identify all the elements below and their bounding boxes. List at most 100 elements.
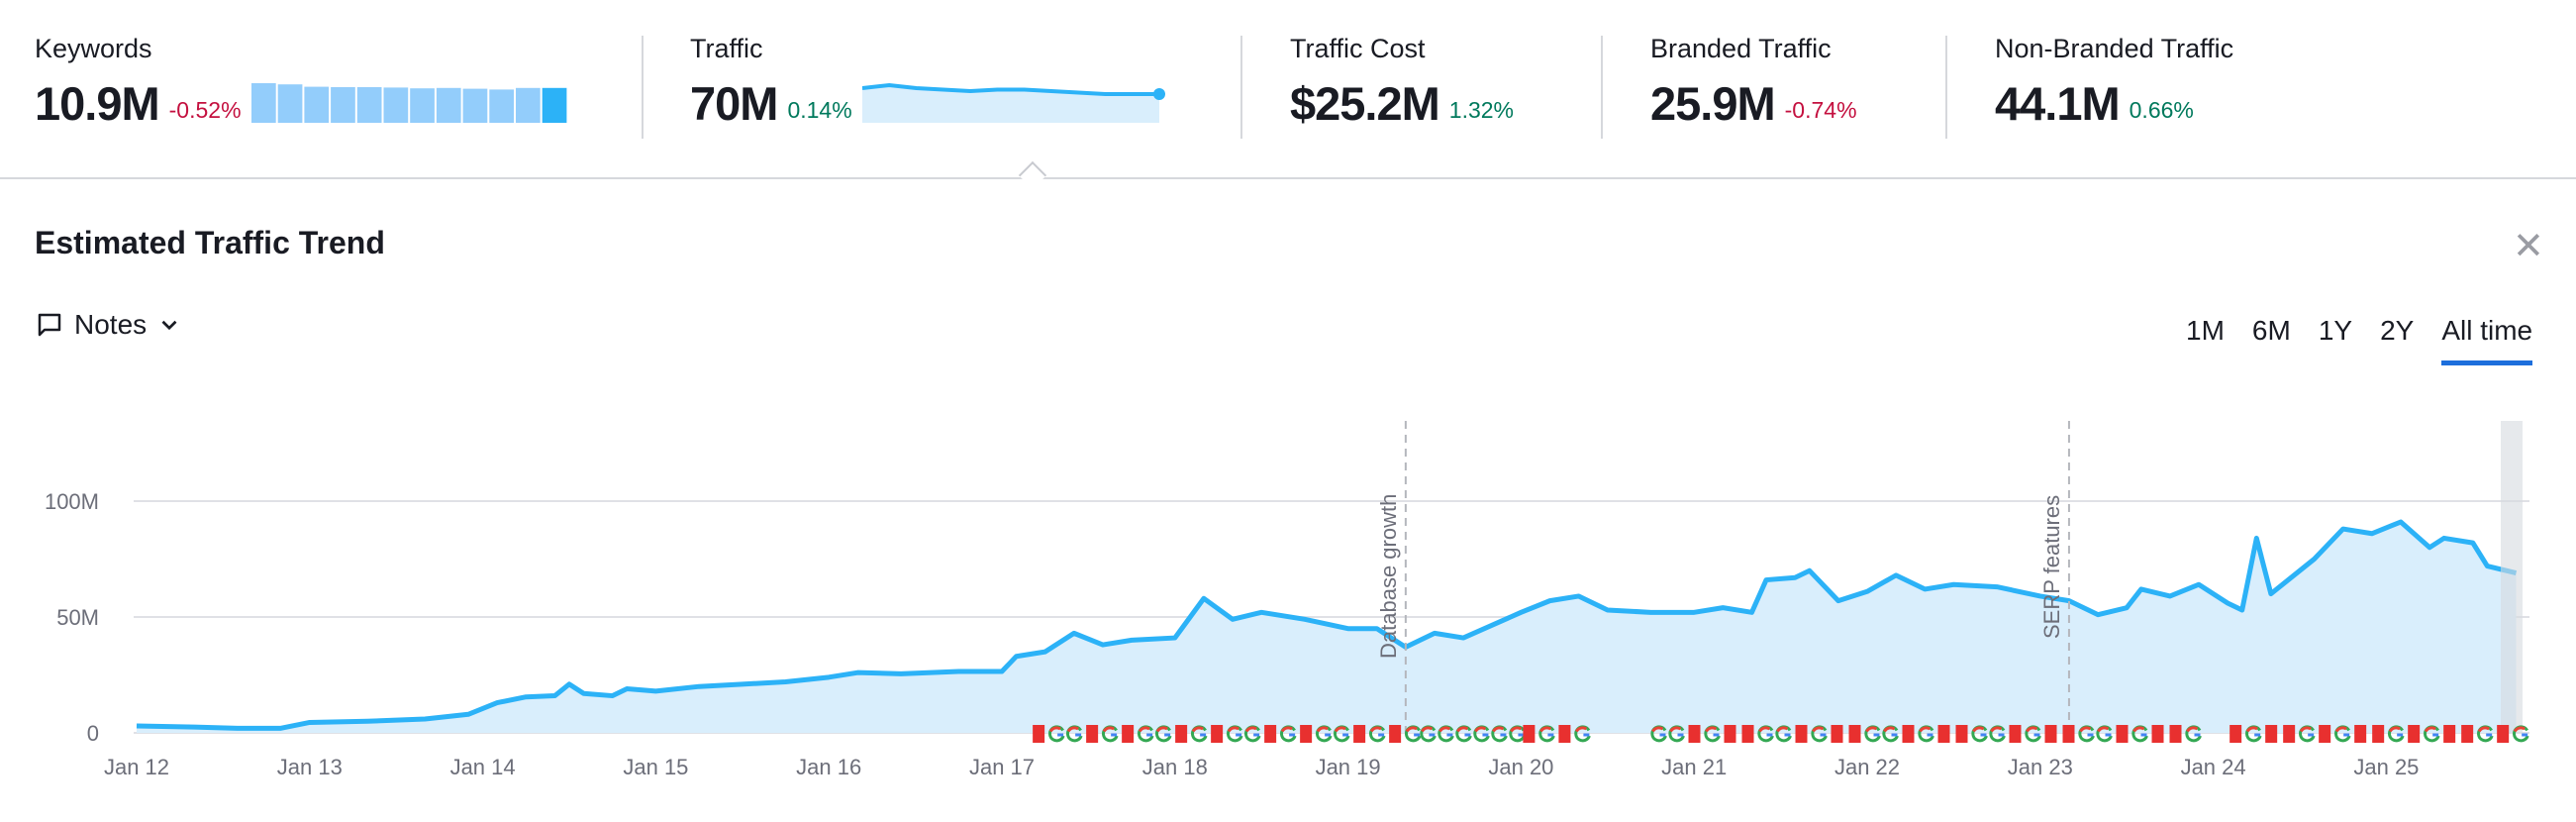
metric-sparkline xyxy=(861,81,1171,128)
google-update-icon xyxy=(1757,725,1774,743)
metric-keywords[interactable]: Keywords 10.9M -0.52% xyxy=(35,34,568,128)
google-update-icon xyxy=(2025,725,2041,743)
close-icon[interactable]: ✕ xyxy=(2513,226,2544,267)
update-flag-icon xyxy=(1264,725,1277,743)
x-tick-label: Jan 24 xyxy=(2181,755,2246,779)
update-flag-icon xyxy=(2354,725,2367,743)
update-flag-icon xyxy=(1795,725,1808,743)
current-period-band xyxy=(2501,421,2523,733)
x-tick-label: Jan 22 xyxy=(1834,755,1900,779)
update-flag-icon xyxy=(2265,725,2278,743)
google-update-icon xyxy=(2096,725,2113,743)
metric-divider xyxy=(1240,36,1242,139)
update-flag-icon xyxy=(2062,725,2075,743)
google-update-icon xyxy=(1574,725,1591,743)
x-tick-label: Jan 15 xyxy=(623,755,688,779)
traffic-area xyxy=(137,522,2517,733)
update-flag-icon xyxy=(1300,725,1313,743)
sparkline-bar xyxy=(515,87,541,123)
sparkline-bar xyxy=(277,84,302,123)
google-update-icon xyxy=(2078,725,2095,743)
update-flag-icon xyxy=(1831,725,1843,743)
range-tab-2y[interactable]: 2Y xyxy=(2380,315,2415,346)
update-flag-icon xyxy=(1175,725,1188,743)
google-update-icon xyxy=(1704,725,1721,743)
metric-label: Keywords xyxy=(35,34,152,63)
x-tick-label: Jan 23 xyxy=(2008,755,2073,779)
update-flag-icon xyxy=(1122,725,1135,743)
google-update-icon xyxy=(1650,725,1667,743)
notes-label: Notes xyxy=(74,309,148,340)
sparkline-bar xyxy=(488,89,514,123)
notes-dropdown[interactable]: Notes xyxy=(35,309,192,341)
update-flag-icon xyxy=(1937,725,1950,743)
google-update-icon xyxy=(1538,725,1555,743)
metric-non-branded-traffic[interactable]: Non-Branded Traffic 44.1M 0.66% xyxy=(1995,34,2233,128)
google-update-icon xyxy=(1244,725,1261,743)
google-update-icon xyxy=(1138,725,1154,743)
metric-traffic[interactable]: Traffic 70M 0.14% xyxy=(690,34,1171,128)
google-update-icon xyxy=(1775,725,1792,743)
update-flag-icon xyxy=(2497,725,2510,743)
google-update-icon xyxy=(1334,725,1350,743)
update-flag-icon xyxy=(2408,725,2421,743)
metric-value: 70M xyxy=(690,77,778,130)
google-update-icon xyxy=(2245,725,2262,743)
sparkline-bar xyxy=(356,87,382,123)
x-tick-label: Jan 18 xyxy=(1142,755,1208,779)
sparkline-bar xyxy=(303,86,329,123)
google-update-icon xyxy=(1191,725,1208,743)
sparkline-line xyxy=(861,82,1159,96)
range-tab-6m[interactable]: 6M xyxy=(2251,315,2291,346)
sparkline-bar xyxy=(250,83,276,123)
metric-traffic-cost[interactable]: Traffic Cost $25.2M 1.32% xyxy=(1290,34,1524,128)
metric-branded-traffic[interactable]: Branded Traffic 25.9M -0.74% xyxy=(1650,34,1867,128)
metric-label: Traffic xyxy=(690,34,763,63)
google-update-icon xyxy=(1668,725,1685,743)
metric-label: Branded Traffic xyxy=(1650,34,1832,63)
time-range-tabs: 1M 6M 1Y 2Y All time xyxy=(2158,315,2533,365)
x-tick-label: Jan 20 xyxy=(1488,755,1553,779)
range-tab-1m[interactable]: 1M xyxy=(2186,315,2225,346)
comment-icon xyxy=(38,313,61,337)
google-update-icon xyxy=(2477,725,2494,743)
update-flag-icon xyxy=(2372,725,2385,743)
sparkline-bar xyxy=(383,87,408,123)
update-flag-icon xyxy=(1558,725,1571,743)
google-update-icon xyxy=(2131,725,2148,743)
update-flag-icon xyxy=(1848,725,1861,743)
annotation-label: Database growth xyxy=(1376,494,1401,659)
google-update-icon xyxy=(1491,725,1508,743)
update-flag-icon xyxy=(1353,725,1366,743)
google-update-icon xyxy=(1102,725,1119,743)
update-flag-icon xyxy=(1033,725,1045,743)
google-update-icon xyxy=(1882,725,1899,743)
metric-change: -0.52% xyxy=(168,97,242,123)
range-tab-all-time[interactable]: All time xyxy=(2441,315,2533,365)
google-update-icon xyxy=(1405,725,1422,743)
update-flag-icon xyxy=(2443,725,2456,743)
metric-label: Traffic Cost xyxy=(1290,34,1426,63)
update-flag-icon xyxy=(2229,725,2242,743)
google-update-icon xyxy=(2185,725,2202,743)
metric-value: 10.9M xyxy=(35,77,160,130)
google-update-icon xyxy=(1369,725,1386,743)
metric-label: Non-Branded Traffic xyxy=(1995,34,2234,63)
update-flag-icon xyxy=(1741,725,1754,743)
google-update-icon xyxy=(1971,725,1988,743)
panel-title: Estimated Traffic Trend xyxy=(35,225,385,260)
google-update-icon xyxy=(1316,725,1333,743)
x-tick-label: Jan 25 xyxy=(2353,755,2419,779)
metric-change: -0.74% xyxy=(1784,97,1857,123)
sparkline-bar xyxy=(409,88,435,123)
update-flag-icon xyxy=(1211,725,1224,743)
update-flag-icon xyxy=(2461,725,2474,743)
sparkline-bar xyxy=(330,87,355,123)
x-tick-label: Jan 13 xyxy=(277,755,343,779)
x-tick-label: Jan 16 xyxy=(796,755,861,779)
sparkline-bar xyxy=(462,88,487,123)
update-flag-icon xyxy=(1523,725,1536,743)
range-tab-1y[interactable]: 1Y xyxy=(2318,315,2353,346)
chevron-down-icon xyxy=(161,320,177,331)
google-update-icon xyxy=(1066,725,1083,743)
